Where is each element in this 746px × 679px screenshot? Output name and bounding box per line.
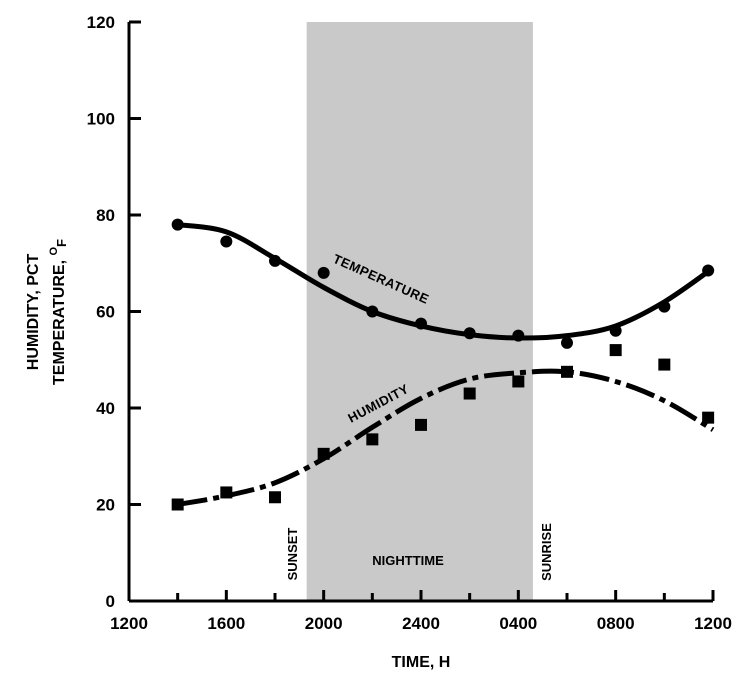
data-markers [171, 218, 715, 511]
y-tick-label: 40 [96, 399, 115, 418]
humidity-point [415, 418, 427, 431]
degree-symbol: O [48, 247, 60, 256]
temperature-point [269, 254, 281, 267]
fit-curves [177, 222, 715, 507]
sunset-label: SUNSET [285, 528, 300, 581]
humidity-point [317, 447, 330, 460]
temperature-point [561, 336, 573, 349]
x-tick-label: 1600 [207, 614, 245, 633]
temperature-point [171, 218, 184, 231]
y-tick-label: 20 [96, 496, 115, 515]
y-tick-label: 80 [96, 206, 115, 225]
x-tick-label: 1200 [694, 614, 732, 633]
temperature-point [317, 266, 330, 279]
temperature-point [609, 324, 622, 337]
humidity-point [171, 498, 184, 511]
y-tick-label: 60 [96, 303, 115, 322]
humidity-point [702, 411, 715, 424]
y-axis-title-temperature: TEMPERATURE, OF [48, 239, 69, 385]
temperature-point [415, 317, 427, 330]
temperature-point [366, 305, 379, 318]
nighttime-label: NIGHTTIME [372, 553, 444, 568]
humidity-point [220, 486, 233, 499]
humidity-point [512, 375, 525, 388]
y-tick-label: 120 [87, 13, 115, 32]
x-axis-title: TIME, H [392, 654, 451, 671]
x-tick-label: 0400 [499, 614, 537, 633]
x-tick-label: 1200 [110, 614, 148, 633]
x-tick-label: 2000 [305, 614, 343, 633]
axes: 0 20 40 60 80 100 120 1200 1600 2000 2400 0400 0800 1… [87, 13, 732, 633]
humidity-point [561, 365, 573, 378]
humidity-point [366, 433, 379, 446]
humidity-point [609, 344, 622, 357]
humidity-point [658, 358, 671, 371]
y-axis-title-temperature-text: TEMPERATURE, [51, 256, 68, 385]
temperature-point [463, 327, 476, 340]
temperature-point [512, 329, 525, 342]
y-axis-title-humidity: HUMIDITY, PCT [25, 254, 42, 371]
nighttime-band [306, 22, 533, 601]
y-tick-label: 0 [106, 592, 115, 611]
temperature-point [702, 264, 715, 277]
humidity-point [269, 491, 281, 504]
temperature-point [658, 300, 671, 313]
x-tick-label: 2400 [402, 614, 440, 633]
sunrise-label: SUNRISE [539, 523, 554, 581]
humidity-point [463, 387, 476, 400]
fahrenheit-unit: F [54, 239, 69, 247]
y-tick-label: 100 [87, 110, 115, 129]
humidity-fit-curve [177, 368, 715, 507]
temperature-fit-curve [177, 222, 715, 341]
temperature-point [220, 235, 233, 248]
x-tick-label: 0800 [597, 614, 635, 633]
